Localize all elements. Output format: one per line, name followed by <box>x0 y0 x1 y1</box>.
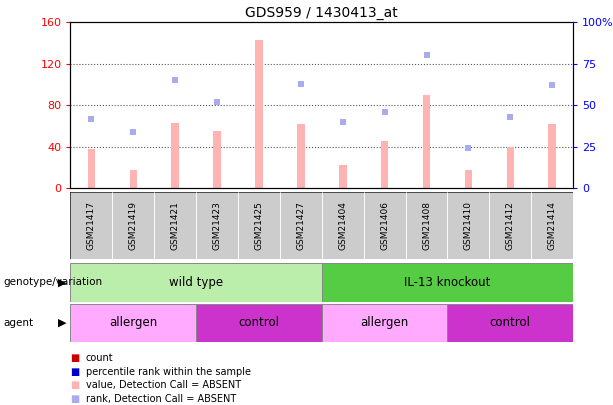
Bar <box>447 192 489 259</box>
Bar <box>112 192 154 259</box>
Bar <box>172 123 179 188</box>
Bar <box>70 263 322 302</box>
Text: rank, Detection Call = ABSENT: rank, Detection Call = ABSENT <box>86 394 236 403</box>
Text: ▶: ▶ <box>58 318 66 328</box>
Bar <box>70 192 112 259</box>
Text: allergen: allergen <box>360 316 409 330</box>
Bar <box>196 304 322 342</box>
Text: GSM21412: GSM21412 <box>506 201 515 250</box>
Text: GSM21408: GSM21408 <box>422 201 431 250</box>
Bar <box>213 131 221 188</box>
Text: genotype/variation: genotype/variation <box>3 277 102 288</box>
Bar <box>465 170 472 188</box>
Text: control: control <box>238 316 280 330</box>
Text: IL-13 knockout: IL-13 knockout <box>405 276 490 289</box>
Text: count: count <box>86 354 113 363</box>
Text: GSM21425: GSM21425 <box>254 201 264 250</box>
Bar <box>381 141 389 188</box>
Text: GSM21417: GSM21417 <box>87 201 96 250</box>
Bar <box>423 95 430 188</box>
Text: GSM21427: GSM21427 <box>296 201 305 250</box>
Text: ■: ■ <box>70 354 80 363</box>
Text: ▶: ▶ <box>58 277 66 288</box>
Text: agent: agent <box>3 318 33 328</box>
Bar <box>255 40 263 188</box>
Text: control: control <box>490 316 531 330</box>
Text: ■: ■ <box>70 394 80 403</box>
Bar <box>70 304 196 342</box>
Text: GSM21421: GSM21421 <box>170 201 180 250</box>
Text: ■: ■ <box>70 380 80 390</box>
Bar <box>280 192 322 259</box>
Text: percentile rank within the sample: percentile rank within the sample <box>86 367 251 377</box>
Text: GSM21414: GSM21414 <box>547 201 557 250</box>
Text: allergen: allergen <box>109 316 158 330</box>
Bar <box>339 166 346 188</box>
Bar <box>238 192 280 259</box>
Bar <box>447 304 573 342</box>
Bar <box>489 192 531 259</box>
Title: GDS959 / 1430413_at: GDS959 / 1430413_at <box>245 6 398 20</box>
Bar <box>322 192 364 259</box>
Bar <box>549 124 556 188</box>
Text: wild type: wild type <box>169 276 223 289</box>
Bar <box>154 192 196 259</box>
Bar <box>129 170 137 188</box>
Bar <box>196 192 238 259</box>
Bar <box>506 147 514 188</box>
Bar <box>297 124 305 188</box>
Text: GSM21404: GSM21404 <box>338 201 348 250</box>
Bar <box>531 192 573 259</box>
Bar <box>364 192 406 259</box>
Text: ■: ■ <box>70 367 80 377</box>
Bar <box>406 192 447 259</box>
Bar <box>322 263 573 302</box>
Text: GSM21419: GSM21419 <box>129 201 138 250</box>
Text: GSM21406: GSM21406 <box>380 201 389 250</box>
Bar <box>322 304 447 342</box>
Text: GSM21410: GSM21410 <box>464 201 473 250</box>
Text: GSM21423: GSM21423 <box>213 201 222 250</box>
Bar <box>88 149 95 188</box>
Text: value, Detection Call = ABSENT: value, Detection Call = ABSENT <box>86 380 241 390</box>
